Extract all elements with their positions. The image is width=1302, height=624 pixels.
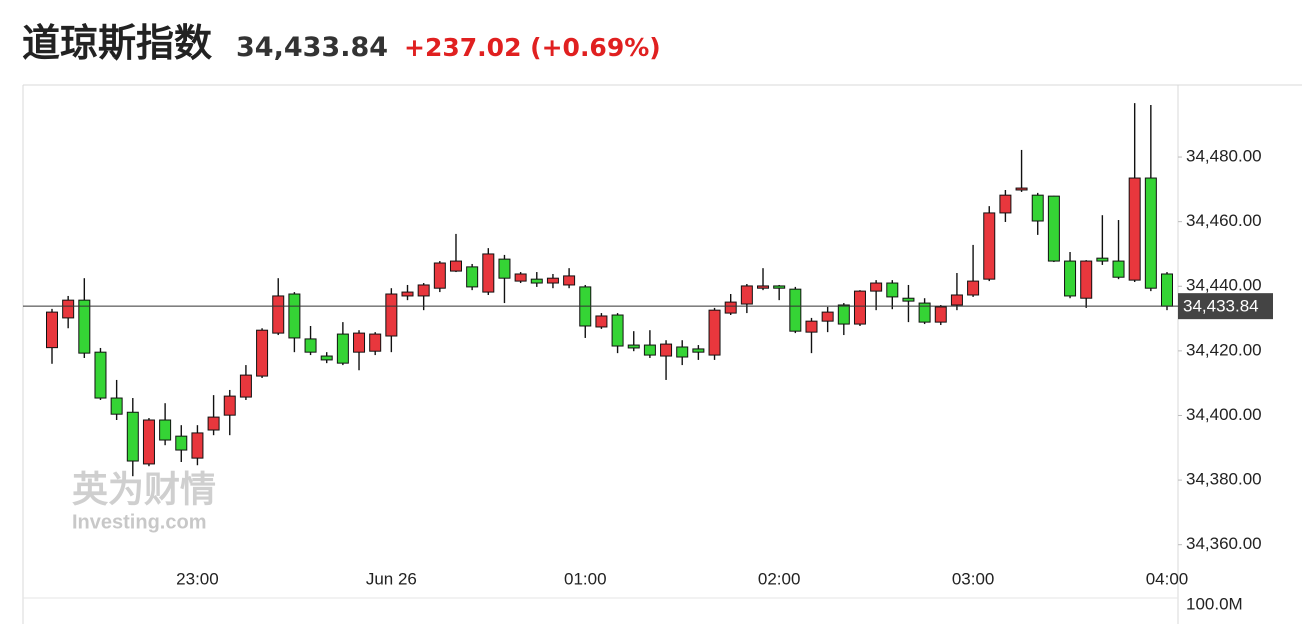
candle-body xyxy=(46,311,58,349)
candle-body xyxy=(627,344,640,349)
candle-body xyxy=(466,266,479,288)
candle-body xyxy=(78,299,91,354)
candle-body xyxy=(902,297,915,302)
candle-body xyxy=(1112,260,1125,278)
candle-body xyxy=(886,282,899,298)
candle-body xyxy=(94,351,107,399)
candle-body xyxy=(288,293,301,339)
candle-body xyxy=(304,338,317,353)
x-tick-label: 01:00 xyxy=(564,569,607,588)
x-tick-label: 03:00 xyxy=(952,569,995,588)
last-price-box xyxy=(1178,293,1273,320)
x-tick-label: Jun 26 xyxy=(366,569,417,588)
price: 34,433.84 xyxy=(236,32,389,63)
y-tick-label: 34,460.00 xyxy=(1186,211,1262,230)
candle-body xyxy=(369,333,382,352)
candle-body xyxy=(62,299,75,319)
y-tick-label: 34,420.00 xyxy=(1186,340,1262,359)
candle-body xyxy=(239,374,252,398)
candle-body xyxy=(821,311,834,322)
y-tick-label: 34,440.00 xyxy=(1186,276,1262,295)
candle-body xyxy=(126,411,139,462)
candle-body xyxy=(320,355,333,361)
candle-body xyxy=(740,285,753,305)
x-tick-label: 02:00 xyxy=(758,569,801,588)
candle-body xyxy=(142,419,155,465)
candle-body xyxy=(918,302,931,323)
watermark-brand: 英为财情 xyxy=(72,469,216,510)
candle-body xyxy=(1096,257,1109,262)
x-tick-label: 23:00 xyxy=(176,569,219,588)
volume-tick-label: 100.0M xyxy=(1186,594,1243,613)
candle-body xyxy=(1031,194,1044,222)
candle-body xyxy=(676,346,689,358)
candle-body xyxy=(563,275,576,286)
candle-body xyxy=(110,397,123,415)
candle-body xyxy=(482,253,495,293)
y-tick-label: 34,480.00 xyxy=(1186,147,1262,166)
candle-body xyxy=(595,315,608,328)
candle-body xyxy=(724,301,737,314)
candle-body xyxy=(853,290,866,325)
candle-body xyxy=(950,294,963,306)
candle-body xyxy=(805,320,818,333)
candle-body xyxy=(223,395,236,416)
title: 道琼斯指数 xyxy=(22,21,213,65)
candle-body xyxy=(353,332,366,353)
candle-body xyxy=(967,280,980,296)
candle-body xyxy=(1015,187,1028,191)
candle-body xyxy=(417,284,430,297)
candle-body xyxy=(837,304,850,325)
candle-body xyxy=(870,282,883,292)
candle-body xyxy=(207,416,220,431)
candle-body xyxy=(498,258,511,279)
candle-body xyxy=(983,212,996,280)
watermark-site: Investing.com xyxy=(72,511,206,533)
candle-body xyxy=(159,419,172,441)
candle-body xyxy=(789,288,802,332)
candle-body xyxy=(708,309,721,356)
candle-body xyxy=(1161,273,1173,307)
candle-body xyxy=(191,432,204,459)
candle-body xyxy=(1047,195,1060,262)
candle-body xyxy=(401,291,414,297)
candle-body xyxy=(514,273,527,282)
candle-body xyxy=(692,348,705,353)
candle-body xyxy=(1144,177,1157,289)
candle-body xyxy=(773,285,786,289)
y-tick-label: 34,400.00 xyxy=(1186,405,1262,424)
candle-body xyxy=(433,262,446,289)
candle-body xyxy=(272,295,285,334)
candle-body xyxy=(546,277,559,284)
candle-body xyxy=(449,260,462,272)
x-tick-label: 04:00 xyxy=(1146,569,1189,588)
candle-body xyxy=(999,194,1012,214)
candle-body xyxy=(175,435,188,451)
candle-body xyxy=(336,333,349,364)
last-price-label: 34,433.84 xyxy=(1183,297,1259,316)
candle-body xyxy=(1080,260,1093,299)
candle-body xyxy=(530,278,543,284)
candle-body xyxy=(757,285,770,289)
header: 道琼斯指数 34,433.84 +237.02 (+0.69%) xyxy=(22,12,661,72)
candle-body xyxy=(1064,260,1077,297)
candle-body xyxy=(385,293,398,337)
candle-body xyxy=(611,314,624,347)
candle-body xyxy=(256,329,269,377)
candle-body xyxy=(934,306,947,323)
change: +237.02 (+0.69%) xyxy=(404,33,661,62)
y-tick-label: 34,360.00 xyxy=(1186,534,1262,553)
candle-body xyxy=(1128,177,1141,281)
candle-body xyxy=(643,344,656,356)
candle-body xyxy=(660,343,673,357)
y-tick-label: 34,380.00 xyxy=(1186,470,1262,489)
